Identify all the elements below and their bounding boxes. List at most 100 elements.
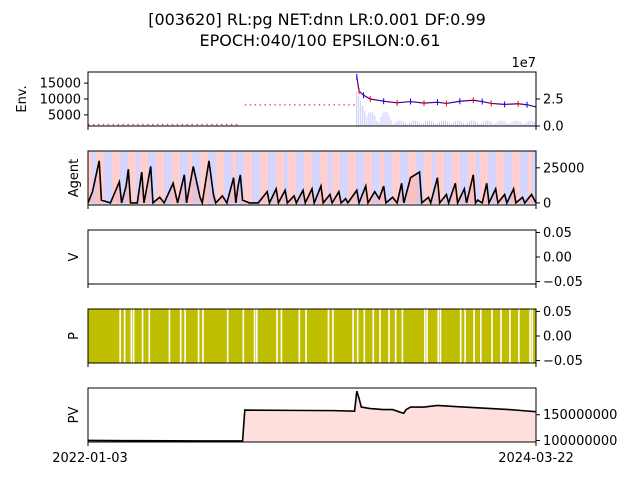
policy-gap (379, 309, 381, 363)
dot-marker (97, 123, 100, 126)
x-start-label: 2022-01-03 (52, 451, 128, 466)
agent-bg-stripe (500, 151, 505, 205)
agent-series (87, 160, 537, 206)
y-tick-label: 25000 (543, 161, 584, 176)
dot-marker (102, 123, 105, 126)
agent-panel: 25000 0 Agent (67, 150, 584, 211)
dot-marker (132, 123, 134, 126)
agent-bg-stripe (492, 151, 497, 205)
policy-fill (88, 309, 536, 363)
agent-bg-stripe (360, 151, 365, 205)
policy-gap (280, 309, 283, 363)
policy-gap (179, 309, 182, 363)
agent-bg-stripe (236, 151, 241, 205)
agent-frame (87, 150, 537, 206)
dot-marker (284, 104, 286, 106)
agent-bg-stripe (424, 151, 429, 205)
value-ylabel: V (67, 252, 82, 261)
agent-bg-stripe (388, 151, 393, 205)
policy-gap (388, 309, 390, 363)
agent-bg-stripe (324, 151, 329, 205)
agent-bg-stripe (128, 151, 133, 205)
y-tick-label: −0.05 (543, 275, 583, 290)
agent-bg-stripe (464, 151, 469, 205)
pv-line (87, 390, 537, 442)
y-tick-label: 5000 (48, 108, 81, 123)
y-tick-label: −0.05 (543, 354, 583, 369)
agent-bg-stripe (328, 151, 333, 205)
agent-bg-stripe (252, 151, 257, 205)
agent-bg-stripe (224, 151, 229, 205)
policy-gap (123, 309, 126, 363)
y-tick-label: 0.05 (543, 305, 572, 320)
agent-bg-stripe (188, 151, 193, 205)
value-frame (87, 229, 537, 285)
agent-bg-stripe (284, 151, 289, 205)
dot-marker (191, 123, 193, 126)
agent-bg-stripe (452, 151, 457, 205)
dot-marker (181, 123, 184, 126)
agent-bg-stripe (276, 151, 281, 205)
agent-bg-stripe (100, 151, 105, 205)
y-tick-label: 0.00 (543, 330, 572, 345)
y-tick-label: 15000 (40, 77, 81, 92)
dot-marker (137, 123, 139, 126)
agent-bg-stripe (372, 151, 377, 205)
x-ticks (87, 126, 537, 446)
agent-bg-stripe (420, 151, 425, 205)
policy-gap (531, 309, 534, 363)
agent-bg-stripe (196, 151, 201, 205)
y-tick-label: 150000000 (543, 408, 617, 423)
agent-bg-stripe (528, 151, 533, 205)
agent-line (87, 160, 537, 206)
dot-marker (264, 104, 266, 106)
agent-bg-stripe (460, 151, 465, 205)
pv-area (88, 391, 536, 442)
agent-bg-stripe (292, 151, 297, 205)
agent-bg-stripe (456, 151, 461, 205)
dot-marker (196, 123, 198, 126)
dot-marker (303, 104, 306, 106)
policy-gap (168, 309, 171, 363)
y-tick-label: 100000000 (543, 434, 617, 449)
agent-bg-stripe (356, 151, 361, 205)
dot-marker (308, 104, 311, 106)
agent-bg-stripe (320, 151, 325, 205)
agent-bg-stripe (168, 151, 173, 205)
env-frame (87, 71, 537, 127)
agent-bg-stripe (104, 151, 109, 205)
agent-bg-stripe (180, 151, 185, 205)
policy-gap (148, 309, 151, 363)
y-tick-label: 0.00 (543, 251, 572, 266)
dot-marker (112, 123, 115, 126)
agent-bg-stripe (256, 151, 261, 205)
dot-marker (107, 123, 110, 126)
agent-bg-stripe (392, 151, 397, 205)
dot-marker (294, 104, 296, 106)
agent-bg-stripe (428, 151, 433, 205)
y-tick-label: 0.0 (543, 120, 564, 135)
agent-bg-stripe (532, 151, 537, 205)
dot-marker (225, 123, 228, 126)
dot-marker (230, 123, 233, 126)
agent-bg-stripe (444, 151, 449, 205)
dot-marker (289, 104, 291, 106)
dot-marker (216, 123, 218, 126)
agent-bg-stripe (184, 151, 189, 205)
policy-gap (276, 309, 278, 363)
policy-gap (491, 309, 493, 363)
y-tick-label: 0 (543, 196, 551, 211)
policy-gap (184, 309, 186, 363)
dot-marker (171, 123, 174, 126)
policy-gap (363, 309, 366, 363)
policy-gap (202, 309, 204, 363)
agent-bg-stripe (220, 151, 225, 205)
policy-ylabel: P (67, 332, 82, 340)
dot-marker (279, 104, 281, 106)
agent-bg-stripe (268, 151, 273, 205)
dot-marker (161, 123, 164, 126)
title-line-1: [003620] RL:pg NET:dnn LR:0.001 DF:0.99 (148, 10, 486, 29)
policy-gap (119, 309, 121, 363)
agent-bg-stripe (340, 151, 345, 205)
